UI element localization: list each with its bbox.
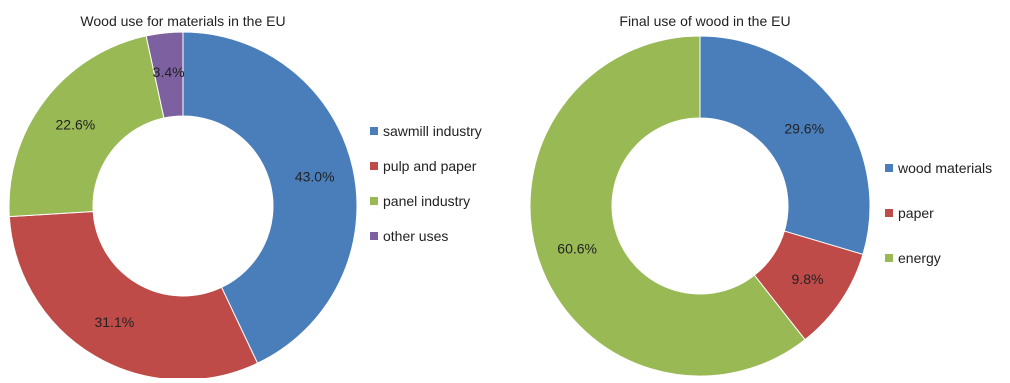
slice-other-uses bbox=[145, 31, 184, 119]
legend-label-other-uses: other uses bbox=[383, 228, 448, 244]
slice-energy bbox=[529, 35, 806, 377]
data-label-energy: 60.6% bbox=[557, 240, 597, 256]
chart-wood-use-materials: Wood use for materials in the EU 43.0% 31… bbox=[8, 13, 482, 381]
legend-label-pulp-and-paper: pulp and paper bbox=[383, 158, 477, 174]
chart-final-use-wood: Final use of wood in the EU 29.6% 9.8% 60.… bbox=[529, 13, 992, 377]
data-label-paper: 9.8% bbox=[792, 271, 824, 287]
legend-label-sawmill-industry: sawmill industry bbox=[383, 123, 482, 139]
slice-sawmill-industry bbox=[182, 31, 358, 364]
data-labels: 43.0% 31.1% 22.6% 3.4% bbox=[56, 64, 335, 330]
legend-label-energy: energy bbox=[898, 250, 941, 266]
legend: sawmill industry pulp and paper panel indu… bbox=[370, 123, 482, 244]
slice-wood-materials bbox=[699, 35, 871, 256]
legend-swatch-sawmill-industry bbox=[370, 127, 378, 135]
data-label-sawmill-industry: 43.0% bbox=[295, 168, 335, 184]
legend-swatch-other-uses bbox=[370, 232, 378, 240]
data-label-pulp-and-paper: 31.1% bbox=[94, 314, 134, 330]
donut-slices bbox=[8, 31, 358, 381]
legend-swatch-energy bbox=[885, 254, 893, 262]
legend-label-panel-industry: panel industry bbox=[383, 193, 470, 209]
data-label-wood-materials: 29.6% bbox=[784, 120, 824, 136]
legend-swatch-paper bbox=[885, 209, 893, 217]
chart-title: Final use of wood in the EU bbox=[619, 13, 790, 29]
donut-slices bbox=[529, 35, 871, 377]
legend-swatch-wood-materials bbox=[885, 164, 893, 172]
data-label-panel-industry: 22.6% bbox=[56, 117, 96, 133]
legend-label-paper: paper bbox=[898, 205, 934, 221]
legend-swatch-pulp-and-paper bbox=[370, 162, 378, 170]
slice-panel-industry bbox=[8, 35, 165, 218]
data-labels: 29.6% 9.8% 60.6% bbox=[557, 120, 824, 287]
data-label-other-uses: 3.4% bbox=[153, 64, 185, 80]
legend: wood materials paper energy bbox=[885, 160, 992, 266]
chart-title: Wood use for materials in the EU bbox=[80, 13, 285, 29]
slice-pulp-and-paper bbox=[8, 210, 259, 381]
legend-label-wood-materials: wood materials bbox=[897, 160, 992, 176]
legend-swatch-panel-industry bbox=[370, 197, 378, 205]
